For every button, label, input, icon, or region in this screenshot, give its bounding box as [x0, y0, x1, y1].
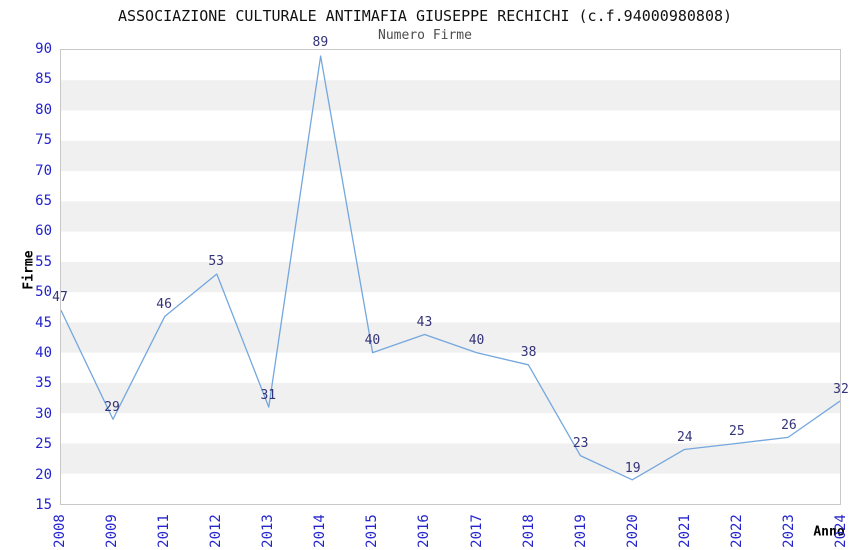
y-tick-label: 25	[35, 436, 52, 453]
data-point-label: 38	[520, 345, 537, 361]
x-tick-label: 2019	[572, 514, 589, 548]
data-point-label: 29	[104, 399, 120, 415]
y-tick-label: 40	[35, 345, 52, 361]
plot-area	[60, 49, 841, 505]
x-tick-label: 2016	[416, 514, 433, 548]
x-tick-label: 2012	[208, 514, 225, 548]
data-point-label: 31	[260, 387, 277, 403]
grid-band	[61, 201, 840, 232]
data-point-label: 32	[833, 381, 849, 397]
y-tick-label: 80	[35, 101, 52, 118]
x-tick-label: 2013	[260, 514, 277, 548]
y-tick-label: 35	[35, 375, 52, 392]
x-tick-label: 2024	[833, 514, 849, 548]
grid-band	[61, 140, 840, 172]
x-tick-label: 2009	[104, 514, 121, 548]
y-tick-label: 90	[35, 41, 52, 57]
grid-band	[61, 443, 840, 474]
y-tick-label: 15	[35, 497, 52, 513]
x-tick-label: 2015	[364, 514, 381, 548]
x-tick-label: 2018	[520, 514, 537, 548]
data-point-label: 24	[676, 430, 693, 446]
y-tick-label: 60	[35, 223, 52, 240]
x-tick-label: 2014	[312, 514, 329, 548]
grid-band	[61, 322, 840, 353]
data-point-label: 53	[208, 253, 225, 269]
data-point-label: 25	[729, 424, 745, 440]
x-tick-label: 2017	[468, 514, 485, 548]
y-tick-label: 85	[35, 71, 52, 88]
x-tick-label: 2021	[676, 514, 693, 548]
data-point-label: 89	[312, 35, 329, 51]
x-tick-label: 2020	[624, 514, 641, 548]
y-tick-label: 50	[35, 284, 52, 301]
y-tick-label: 20	[35, 466, 52, 483]
grid-band	[61, 261, 840, 293]
data-point-label: 40	[364, 333, 381, 348]
y-tick-label: 75	[35, 132, 52, 149]
data-point-label: 40	[468, 333, 485, 348]
chart-subtitle: Numero Firme	[378, 28, 472, 43]
x-tick-label: 2022	[728, 514, 745, 548]
data-point-label: 46	[156, 296, 172, 312]
x-tick-label: 2011	[156, 514, 173, 548]
x-tick-label: 2008	[52, 514, 68, 548]
data-point-label: 47	[52, 290, 68, 306]
data-point-label: 26	[781, 418, 797, 434]
x-axis-title: Anno	[813, 524, 845, 540]
y-tick-label: 30	[35, 405, 52, 422]
y-tick-label: 45	[35, 314, 52, 331]
chart-title: ASSOCIAZIONE CULTURALE ANTIMAFIA GIUSEPP…	[117, 7, 733, 25]
grid-band	[61, 80, 840, 111]
data-point-label: 43	[416, 314, 433, 330]
grid-band	[61, 382, 840, 414]
data-point-label: 23	[572, 436, 589, 452]
data-line	[61, 55, 840, 481]
data-point-label: 19	[624, 460, 641, 476]
x-tick-label: 2023	[780, 514, 797, 548]
y-tick-label: 65	[35, 193, 52, 209]
y-tick-label: 70	[35, 162, 52, 179]
y-tick-label: 55	[35, 253, 52, 270]
